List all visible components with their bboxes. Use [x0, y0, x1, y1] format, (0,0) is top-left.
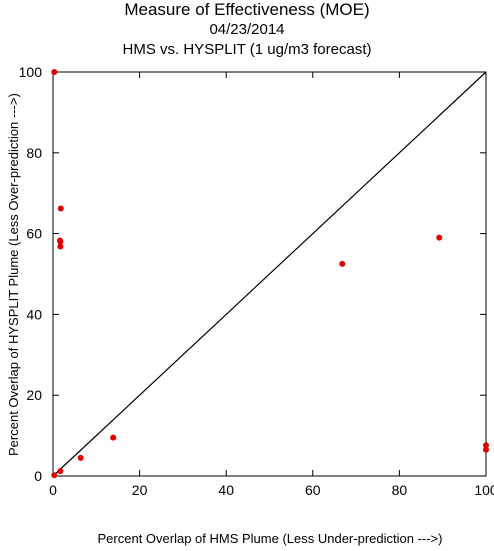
data-point	[77, 454, 84, 461]
y-axis-label: Percent Overlap of HYSPLIT Plume (Less O…	[6, 92, 21, 456]
data-point	[339, 260, 346, 267]
x-tick-label: 60	[305, 482, 321, 498]
plot-frame	[52, 71, 487, 477]
chart-title: Measure of Effectiveness (MOE)	[124, 0, 370, 19]
data-point	[57, 205, 64, 212]
x-tick-label: 0	[49, 482, 57, 498]
y-tick-label: 80	[26, 145, 42, 161]
data-point	[110, 434, 117, 441]
axis-ticks: 0 20 40 60 80 100 0 20 40 60 80 100	[19, 64, 494, 498]
identity-line	[52, 71, 487, 477]
data-points	[51, 69, 489, 479]
data-point	[57, 238, 64, 245]
x-tick-label: 80	[392, 482, 408, 498]
x-tick-label: 100	[474, 482, 494, 498]
data-point	[483, 446, 489, 453]
data-point	[51, 472, 58, 479]
x-tick-label: 40	[218, 482, 234, 498]
x-tick-label: 20	[132, 482, 148, 498]
y-tick-label: 100	[19, 64, 43, 80]
data-point	[436, 234, 443, 241]
data-point	[57, 243, 64, 250]
y-tick-label: 40	[26, 306, 42, 322]
y-tick-label: 60	[26, 226, 42, 242]
data-point	[51, 69, 58, 75]
chart-date: 04/23/2014	[209, 21, 285, 38]
y-tick-label: 20	[26, 387, 42, 403]
data-point	[57, 468, 64, 475]
x-axis-label: Percent Overlap of HMS Plume (Less Under…	[97, 531, 443, 546]
chart-subtitle: HMS vs. HYSPLIT (1 ug/m3 forecast)	[122, 41, 372, 58]
y-tick-label: 0	[34, 468, 42, 484]
data-point	[483, 442, 489, 449]
